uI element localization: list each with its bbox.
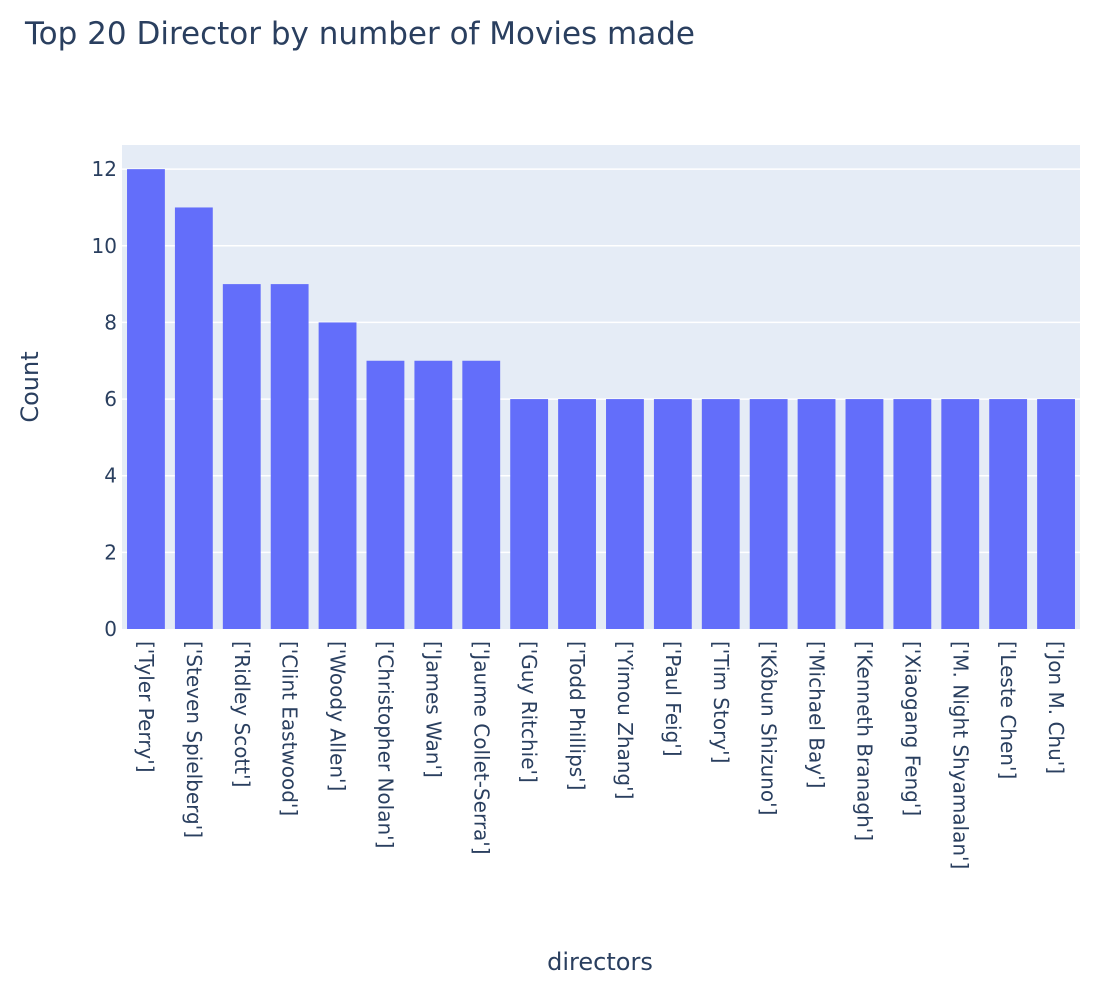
x-tick-label: ['Kenneth Branagh'] bbox=[852, 641, 876, 841]
bar[interactable] bbox=[845, 399, 884, 629]
x-tick-label: ['Jaume Collet-Serra'] bbox=[469, 641, 493, 855]
x-tick-label: ['Ridley Scott'] bbox=[230, 641, 254, 787]
bar[interactable] bbox=[270, 284, 309, 629]
bar[interactable] bbox=[941, 399, 980, 629]
x-tick-label: ['Clint Eastwood'] bbox=[278, 641, 302, 816]
y-tick-label: 10 bbox=[92, 234, 117, 258]
y-axis-title: Count bbox=[16, 351, 44, 422]
bar[interactable] bbox=[653, 399, 692, 629]
x-tick-label: ['Kôbun Shizuno'] bbox=[757, 641, 781, 815]
bar[interactable] bbox=[222, 284, 261, 629]
x-tick-label: ['Michael Bay'] bbox=[805, 641, 829, 788]
chart-title: Top 20 Director by number of Movies made bbox=[24, 16, 695, 52]
x-tick-label: ['Paul Feig'] bbox=[661, 641, 685, 757]
plot-area bbox=[122, 145, 1080, 629]
bar[interactable] bbox=[893, 399, 932, 629]
bar[interactable] bbox=[797, 399, 836, 629]
x-tick-label: ['Jon M. Chu'] bbox=[1044, 641, 1068, 774]
x-axis-ticks: ['Tyler Perry'] ['Steven Spielberg'] ['Rid… bbox=[134, 641, 1068, 869]
bar[interactable] bbox=[606, 399, 644, 629]
x-tick-label: ['Xiaogang Feng'] bbox=[900, 641, 924, 816]
x-tick-label: ['James Wan'] bbox=[421, 641, 445, 778]
y-tick-label: 6 bbox=[104, 387, 117, 411]
bar[interactable] bbox=[701, 399, 740, 629]
bar[interactable] bbox=[989, 399, 1028, 629]
y-tick-label: 0 bbox=[104, 617, 117, 641]
bar[interactable] bbox=[558, 399, 596, 629]
y-tick-label: 8 bbox=[104, 310, 117, 334]
y-tick-label: 2 bbox=[104, 540, 117, 564]
bar[interactable] bbox=[127, 169, 165, 629]
x-tick-label: ['Guy Ritchie'] bbox=[517, 641, 541, 783]
x-tick-label: ['Tyler Perry'] bbox=[134, 641, 158, 773]
bar[interactable] bbox=[462, 360, 501, 629]
x-axis-title: directors bbox=[547, 948, 653, 976]
x-tick-label: ['M. Night Shyamalan'] bbox=[948, 641, 972, 869]
bar[interactable] bbox=[318, 322, 357, 629]
bar[interactable] bbox=[1037, 399, 1075, 629]
x-tick-label: ['Tim Story'] bbox=[709, 641, 733, 763]
x-tick-label: ['Todd Phillips'] bbox=[565, 641, 589, 790]
bar[interactable] bbox=[366, 360, 405, 629]
x-tick-label: ['Steven Spielberg'] bbox=[182, 641, 206, 838]
y-tick-label: 12 bbox=[92, 157, 117, 181]
x-tick-label: ['Yimou Zhang'] bbox=[613, 641, 637, 799]
bar[interactable] bbox=[174, 207, 213, 629]
bar[interactable] bbox=[510, 399, 549, 629]
bar[interactable] bbox=[414, 360, 453, 629]
x-tick-label: ['Christopher Nolan'] bbox=[373, 641, 397, 848]
y-tick-label: 4 bbox=[104, 464, 117, 488]
x-tick-label: ['Woody Allen'] bbox=[326, 641, 350, 791]
y-axis-ticks: 0 2 4 6 8 10 12 bbox=[92, 157, 117, 641]
bars bbox=[127, 169, 1075, 629]
bar[interactable] bbox=[749, 399, 788, 629]
x-tick-label: ['Leste Chen'] bbox=[996, 641, 1020, 779]
